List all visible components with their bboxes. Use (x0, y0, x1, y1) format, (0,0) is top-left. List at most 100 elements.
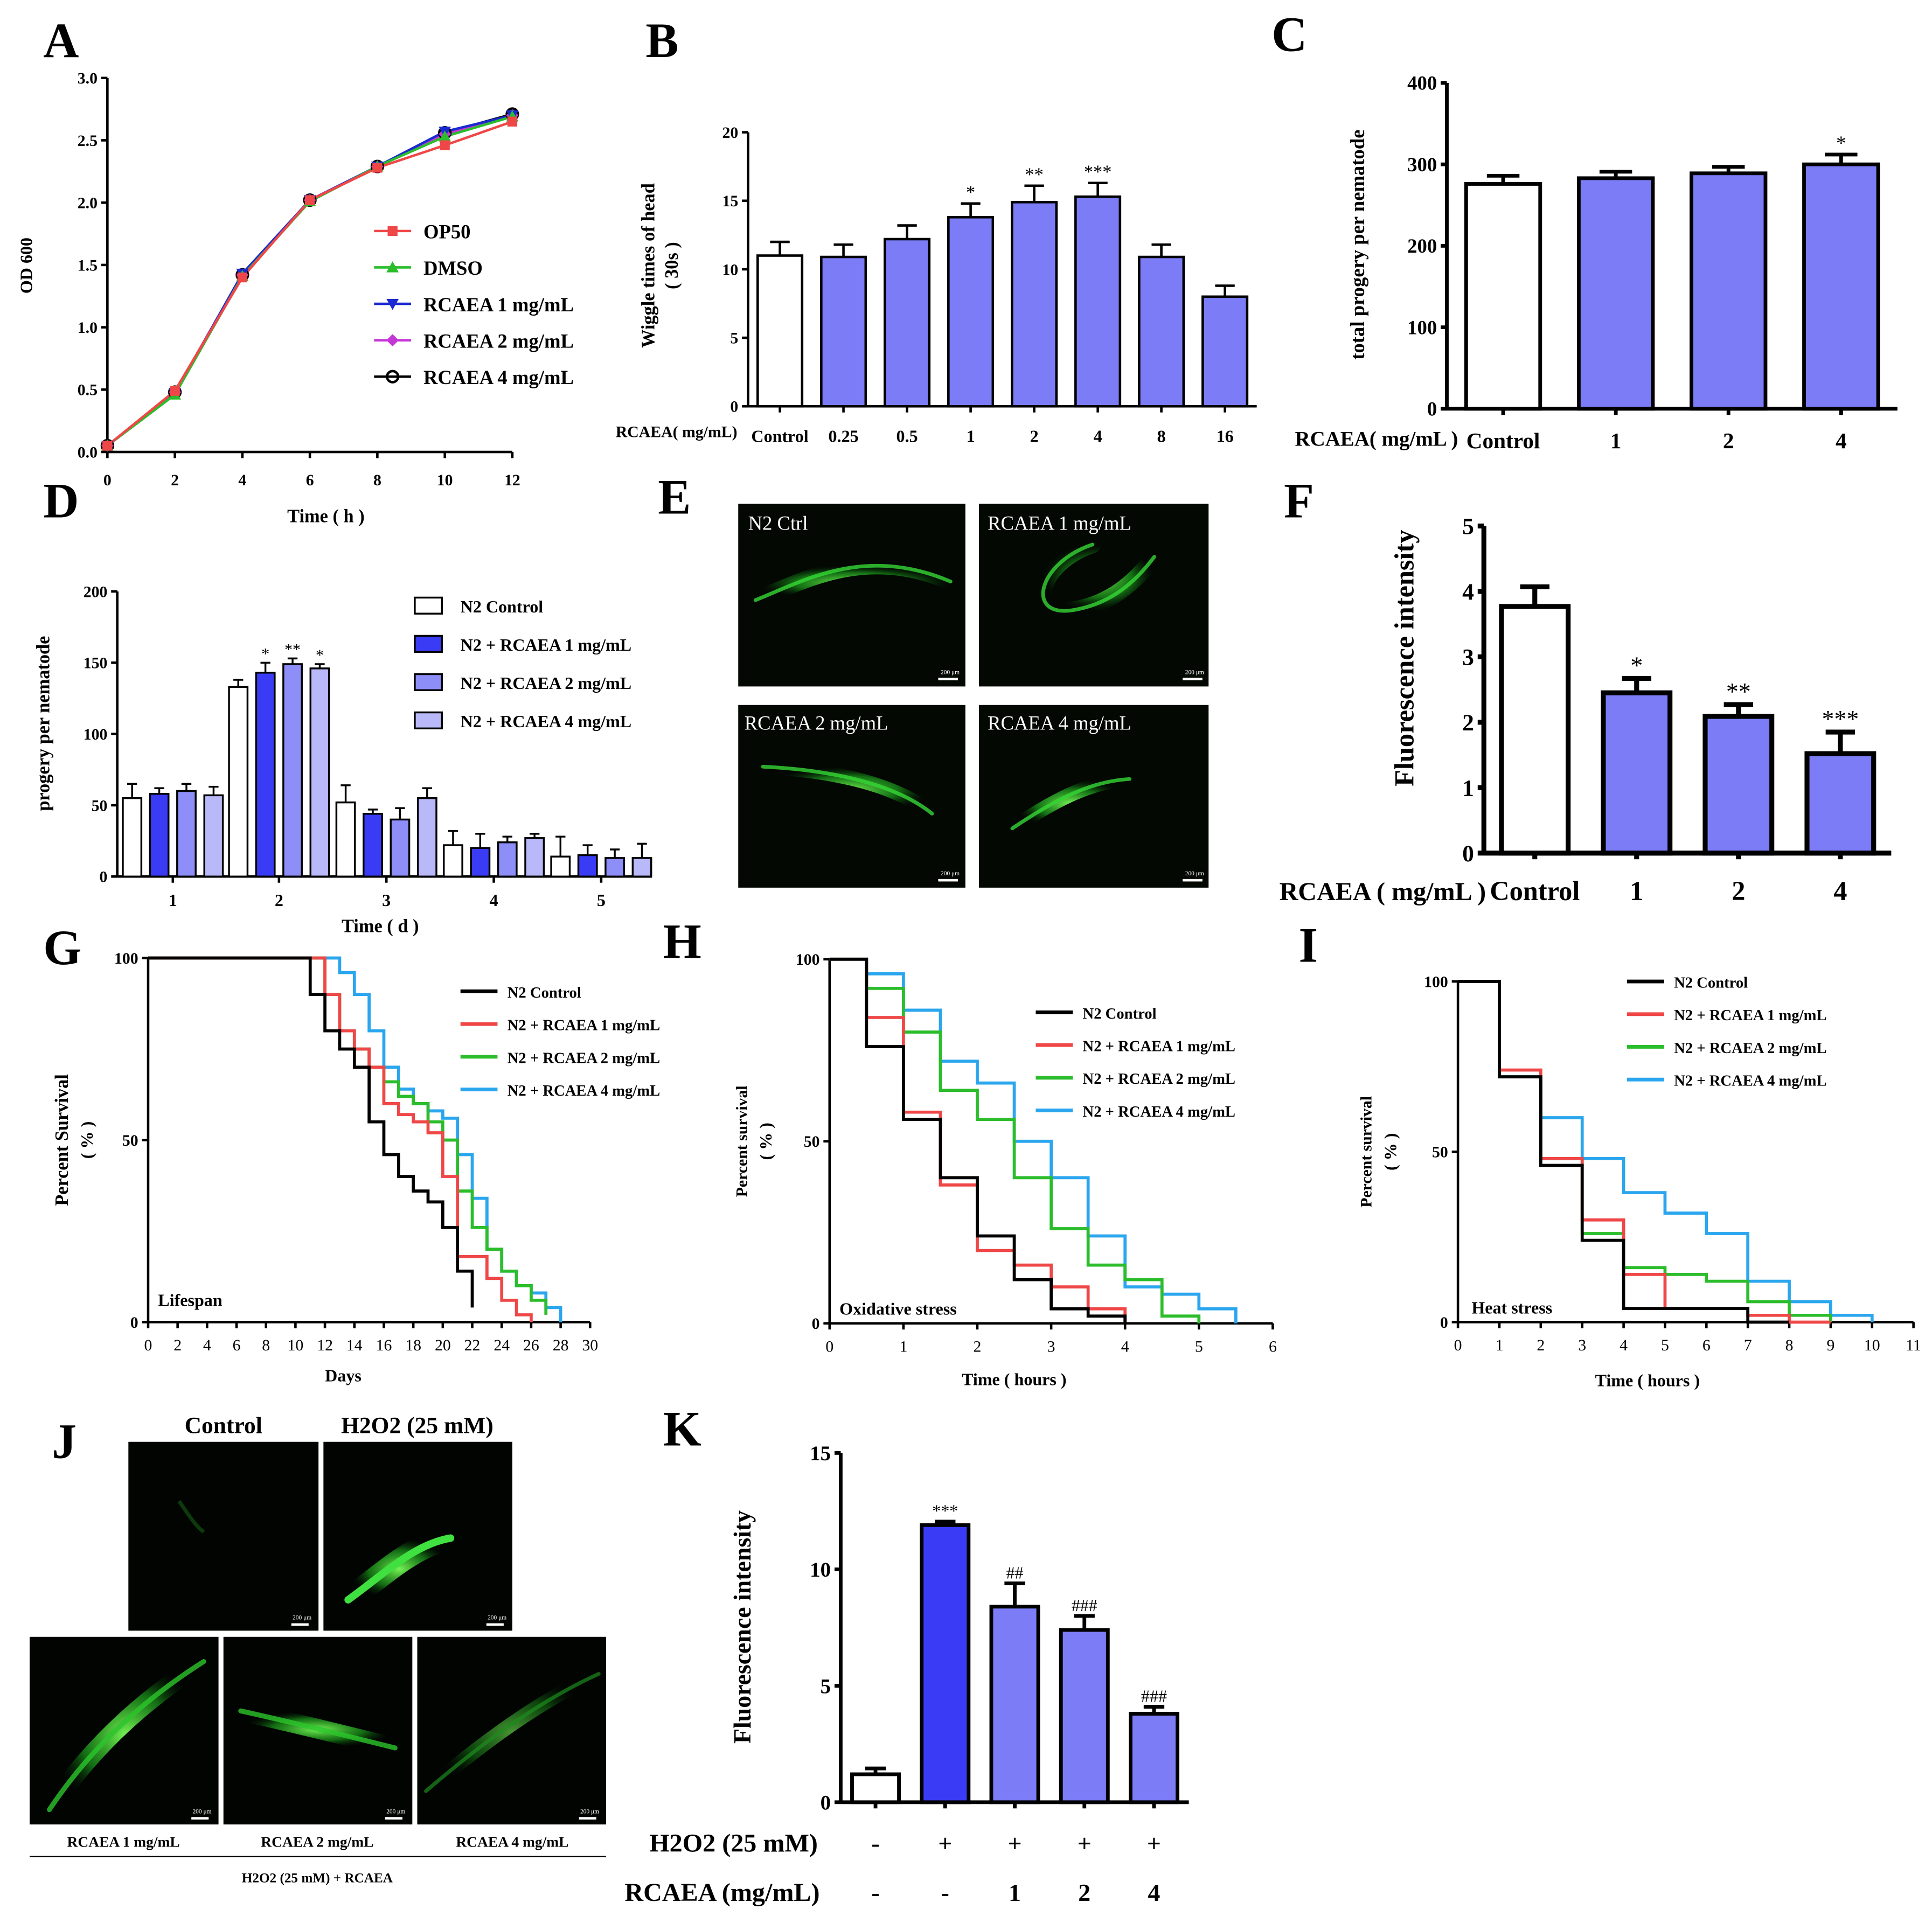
survival-curve (829, 957, 1127, 1323)
annotation-label: Oxidative stress (839, 1299, 957, 1319)
x-tick-label: 8 (262, 1336, 270, 1354)
bar (176, 790, 197, 877)
bar (1802, 162, 1880, 411)
legend-label: N2 Control (1083, 1005, 1157, 1022)
significance-label: ### (1072, 1595, 1097, 1615)
legend-label: RCAEA 4 mg/mL (423, 366, 574, 388)
bar (443, 844, 463, 877)
h2o2-row-value: + (1078, 1829, 1092, 1857)
panel-letter-c: C (1271, 6, 1307, 61)
y-tick-label: 15 (722, 192, 738, 210)
group-label: RCAEA ( mg/mL ) (1280, 877, 1486, 906)
rcaea-row-value: - (941, 1879, 949, 1906)
legend-label: N2 + RCAEA 2 mg/mL (1083, 1070, 1235, 1088)
x-tick-label: 8 (373, 471, 381, 489)
legend-swatch (414, 596, 443, 615)
panel-letter-i: I (1299, 917, 1318, 972)
panel-letter-b: B (645, 13, 678, 68)
x-tick-label: 2 (173, 1336, 182, 1354)
legend-label: N2 + RCAEA 1 mg/mL (461, 635, 632, 654)
bar (1059, 1628, 1110, 1804)
bar (524, 837, 545, 877)
micrograph-j-rcaea2: 200 μm (223, 1636, 413, 1825)
rcaea-row-value: 1 (1009, 1879, 1021, 1906)
x-tick-label: 5 (597, 890, 606, 910)
y-tick-label: 2.5 (78, 132, 98, 150)
y-tick-label: 0 (1427, 398, 1437, 420)
x-tick-label: 2 (974, 1337, 982, 1355)
legend-swatch (414, 635, 443, 653)
y-axis-label: OD 600 (17, 238, 36, 294)
chart-h: 0 50 100 0 1 2 3 4 5 6 N2 Control N2 + RCAEA 1 mg/m… (733, 951, 1277, 1389)
panel-letter-k: K (663, 1402, 701, 1457)
bar (1074, 195, 1122, 408)
micrograph-j-rcaea1: 200 μm (29, 1636, 219, 1825)
bar (282, 663, 303, 877)
x-tick-label: 10 (288, 1336, 304, 1354)
series-line (106, 120, 513, 447)
survival-curve (829, 957, 1201, 1323)
y-tick-label: 50 (804, 1133, 820, 1151)
significance-label: *** (1084, 162, 1112, 183)
x-tick-label: 6 (306, 471, 314, 489)
x-tick-label: 14 (346, 1336, 363, 1354)
y-tick-label: 5 (821, 1675, 831, 1698)
micrograph-e3: RCAEA 2 mg/mL 200 μm (738, 705, 965, 888)
x-tick-label: 10 (1864, 1336, 1880, 1354)
significance-label: * (966, 183, 975, 203)
y-axis-label: Wiggle times of head (638, 183, 658, 348)
x-tick-label: 2 (171, 471, 179, 489)
legend-swatch (414, 711, 443, 730)
bar (255, 672, 276, 877)
legend-label: N2 Control (461, 597, 544, 616)
micrograph-e4-label: RCAEA 4 mg/mL (988, 712, 1131, 734)
bar (149, 793, 170, 877)
bar (390, 818, 411, 877)
micrograph-e3-label: RCAEA 2 mg/mL (745, 712, 888, 734)
x-tick-label: 0.5 (896, 427, 918, 446)
panel-letter-g: G (43, 920, 81, 975)
bar (497, 841, 518, 877)
legend-label: N2 + RCAEA 4 mg/mL (508, 1082, 660, 1099)
y-axis-label-unit: ( % ) (77, 1121, 96, 1159)
significance-label: ## (1006, 1563, 1023, 1582)
y-tick-label: 5 (1462, 514, 1474, 540)
y-tick-label: 0 (1440, 1314, 1448, 1332)
legend-label: OP50 (423, 221, 471, 243)
bar (363, 813, 383, 877)
x-tick-label: 18 (405, 1336, 421, 1354)
y-axis-label: total progery per nematode (1346, 129, 1368, 359)
annotation-label: Lifespan (158, 1291, 223, 1310)
bar (416, 797, 437, 877)
scale-bar (385, 1817, 402, 1820)
panel-letter-d: D (43, 473, 79, 528)
bar (1138, 255, 1185, 408)
x-tick-label: 24 (494, 1336, 510, 1354)
x-tick-label: 6 (233, 1336, 241, 1354)
x-tick-label: 12 (317, 1336, 333, 1354)
bar (122, 797, 143, 877)
scale-bar-label: 200 μm (386, 1808, 405, 1815)
bar (756, 254, 804, 408)
x-tick-label: 2 (275, 890, 283, 910)
scale-bar-label: 200 μm (941, 669, 960, 675)
x-tick-label: 4 (1833, 876, 1847, 906)
y-tick-label: 4 (1462, 579, 1474, 605)
micrograph-j-rcaea4: 200 μm (417, 1636, 607, 1825)
scale-bar-label: 200 μm (192, 1808, 211, 1815)
y-tick-label: 100 (796, 951, 820, 969)
x-tick-label: 1 (967, 427, 975, 446)
survival-curve (829, 957, 1127, 1323)
survival-curve (1458, 980, 1832, 1322)
x-tick-label: 3 (1578, 1336, 1586, 1354)
j-label-h2o2: H2O2 (25 mM) (341, 1413, 494, 1439)
x-tick-label: 2 (1030, 427, 1039, 446)
y-tick-label: 0 (821, 1791, 831, 1814)
legend-label: N2 Control (508, 984, 581, 1001)
x-tick-label: 26 (523, 1336, 539, 1354)
legend-label: DMSO (423, 257, 483, 279)
micrograph-j-h2o2: 200 μm (323, 1441, 512, 1631)
y-tick-label: 0 (730, 398, 738, 416)
